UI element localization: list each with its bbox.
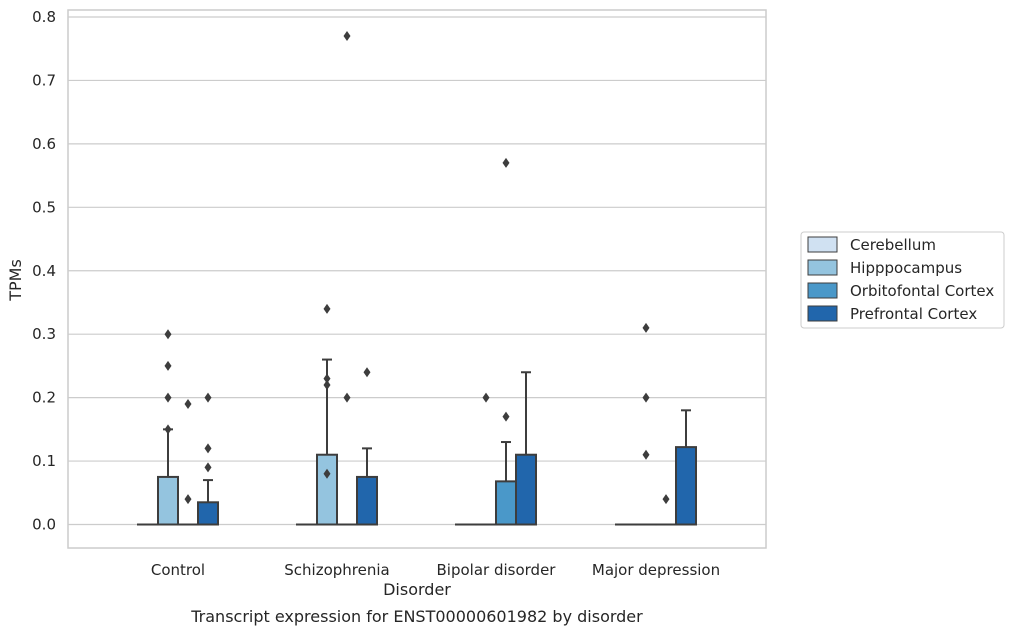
box-body [356,475,378,526]
box-body [316,453,338,526]
box-prefrontal-cortex [675,409,697,526]
outlier-points [164,31,670,505]
y-tick-label: 0.8 [32,8,56,26]
y-tick-label: 0.6 [32,135,56,153]
outlier-point [642,322,650,333]
box-prefrontal-cortex [197,479,219,526]
x-axis-ticks: Control Schizophrenia Bipolar disorder Majo… [151,561,720,579]
outlier-point [323,373,331,384]
box-body [495,480,517,526]
x-tick-label: Control [151,561,205,579]
y-tick-label: 0.3 [32,325,56,343]
y-tick-label: 0.7 [32,71,56,89]
legend-swatch [807,305,838,322]
legend-frame [800,231,1005,329]
y-tick-label: 0.0 [32,516,56,534]
legend-label: Cerebellum [850,236,936,254]
outlier-point [184,494,192,505]
outlier-point [323,303,331,314]
legend-swatch [807,236,838,253]
outlier-point [323,468,331,479]
legend: Cerebellum Hipppocampus Orbitofontal Corte… [800,231,1005,329]
box-prefrontal-cortex [356,447,378,526]
legend-label: Prefrontal Cortex [850,305,977,323]
legend-label: Orbitofontal Cortex [850,282,994,300]
outlier-point [164,360,172,371]
box-hipppocampus [316,358,338,526]
outlier-point [204,462,212,473]
outlier-point [204,443,212,454]
gridlines [68,16,766,526]
y-tick-label: 0.2 [32,389,56,407]
box-body [157,475,179,526]
outlier-point [662,494,670,505]
outlier-point [502,157,510,168]
outlier-point [343,392,351,403]
y-tick-label: 0.1 [32,452,56,470]
legend-label: Hipppocampus [850,259,962,277]
box-plots [137,358,697,526]
outlier-point [164,424,172,435]
y-axis-label: TPMs [6,259,25,302]
outlier-point [642,392,650,403]
legend-swatch [807,259,838,276]
box-body [515,453,537,526]
box-body [197,501,219,526]
outlier-point [363,367,371,378]
outlier-point [502,411,510,422]
plot-area-frame [67,9,767,549]
x-tick-label: Major depression [592,561,720,579]
x-axis-label: Disorder [383,580,451,599]
outlier-point [642,449,650,460]
box-hipppocampus [157,428,179,526]
chart-caption: Transcript expression for ENST0000060198… [190,607,643,626]
box-prefrontal-cortex [515,371,537,526]
legend-swatch [807,282,838,299]
y-tick-label: 0.4 [32,262,56,280]
outlier-point [323,379,331,390]
outlier-point [164,392,172,403]
outlier-point [204,392,212,403]
outlier-point [343,31,351,42]
x-tick-label: Schizophrenia [284,561,389,579]
y-axis-ticks: 0.0 0.1 0.2 0.3 0.4 0.5 0.6 0.7 0.8 [32,8,56,534]
outlier-point [184,398,192,409]
outlier-point [164,329,172,340]
outlier-point [482,392,490,403]
y-tick-label: 0.5 [32,198,56,216]
box-orbitofontal-cortex [495,441,517,526]
box-body [675,446,697,526]
x-tick-label: Bipolar disorder [437,561,557,579]
